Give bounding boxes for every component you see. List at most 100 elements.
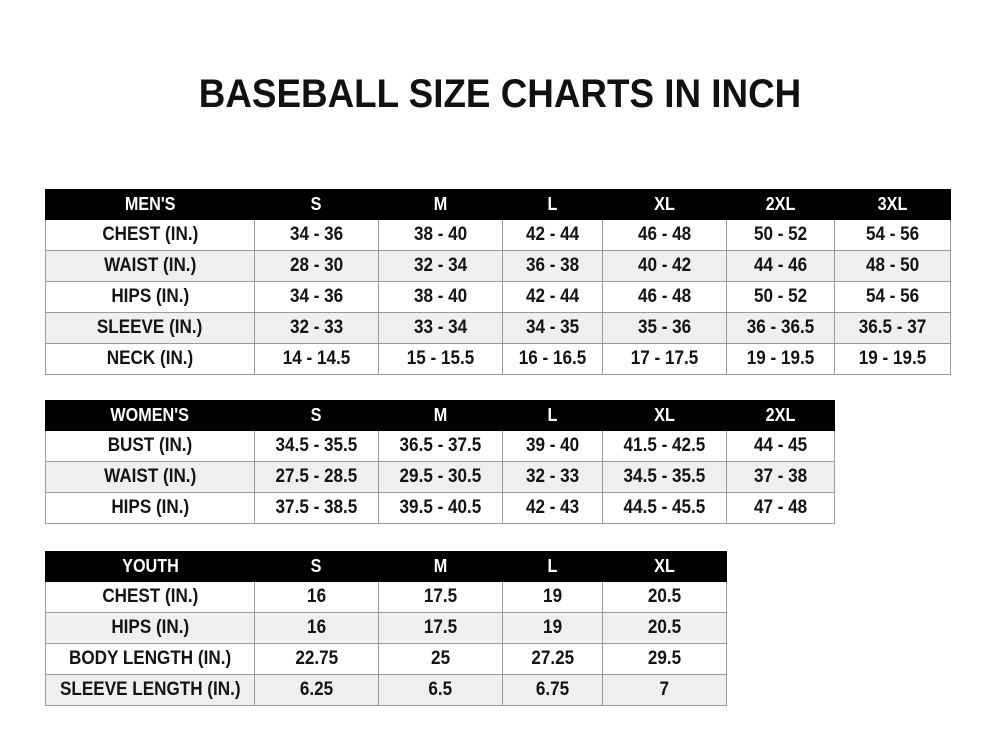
cell-text: 44 - 46 bbox=[753, 255, 808, 276]
size-value: 19 bbox=[502, 581, 603, 613]
header-text: M bbox=[433, 405, 448, 425]
cell-text: 17.5 bbox=[423, 586, 458, 607]
cell-text: 40 - 42 bbox=[637, 255, 692, 276]
size-column-header: XL bbox=[602, 551, 727, 582]
size-value: 50 - 52 bbox=[726, 219, 835, 251]
cell-text: 39 - 40 bbox=[525, 435, 580, 456]
size-value: 37 - 38 bbox=[726, 461, 835, 493]
cell-text: 36 - 38 bbox=[525, 255, 580, 276]
table-header-row: MEN'S S M L XL 2XL 3XL bbox=[45, 189, 951, 220]
size-value: 19 bbox=[502, 612, 603, 644]
cell-text: 36 - 36.5 bbox=[746, 317, 815, 338]
cell-text: 19 - 19.5 bbox=[746, 348, 815, 369]
cell-text: 50 - 52 bbox=[753, 286, 808, 307]
table-header-row: YOUTH S M L XL bbox=[45, 551, 727, 582]
header-text: 2XL bbox=[765, 405, 796, 425]
size-value: 39.5 - 40.5 bbox=[378, 492, 503, 524]
size-value: 34.5 - 35.5 bbox=[602, 461, 727, 493]
cell-text: 36.5 - 37.5 bbox=[399, 435, 482, 456]
size-value: 17 - 17.5 bbox=[602, 343, 727, 375]
size-value: 46 - 48 bbox=[602, 281, 727, 313]
header-text: XL bbox=[654, 405, 675, 425]
cell-text: 34 - 35 bbox=[525, 317, 580, 338]
table-row: WAIST (IN.) 28 - 30 32 - 34 36 - 38 40 - 42 4… bbox=[45, 250, 951, 282]
cell-text: SLEEVE LENGTH (IN.) bbox=[59, 679, 241, 700]
header-text: XL bbox=[654, 194, 675, 214]
size-value: 16 bbox=[254, 581, 379, 613]
size-value: 46 - 48 bbox=[602, 219, 727, 251]
size-column-header: S bbox=[254, 400, 379, 431]
table-row: HIPS (IN.) 16 17.5 19 20.5 bbox=[45, 612, 727, 644]
cell-text: 42 - 44 bbox=[525, 286, 580, 307]
cell-text: 28 - 30 bbox=[289, 255, 344, 276]
size-value: 33 - 34 bbox=[378, 312, 503, 344]
size-value: 44.5 - 45.5 bbox=[602, 492, 727, 524]
size-value: 36 - 36.5 bbox=[726, 312, 835, 344]
cell-text: 27.5 - 28.5 bbox=[275, 466, 358, 487]
cell-text: BODY LENGTH (IN.) bbox=[68, 648, 232, 669]
page-title: BASEBALL SIZE CHARTS IN INCH bbox=[198, 72, 802, 116]
cell-text: 38 - 40 bbox=[413, 224, 468, 245]
size-value: 20.5 bbox=[602, 612, 727, 644]
size-value: 14 - 14.5 bbox=[254, 343, 379, 375]
size-value: 20.5 bbox=[602, 581, 727, 613]
cell-text: 32 - 33 bbox=[525, 466, 580, 487]
cell-text: 38 - 40 bbox=[413, 286, 468, 307]
size-value: 34.5 - 35.5 bbox=[254, 430, 379, 462]
size-column-header: 2XL bbox=[726, 400, 835, 431]
size-value: 22.75 bbox=[254, 643, 379, 675]
size-value: 41.5 - 42.5 bbox=[602, 430, 727, 462]
header-text: L bbox=[547, 556, 558, 576]
size-value: 6.25 bbox=[254, 674, 379, 706]
size-value: 32 - 33 bbox=[502, 461, 603, 493]
cell-text: 20.5 bbox=[647, 617, 682, 638]
header-text: S bbox=[311, 405, 322, 425]
table-row: CHEST (IN.) 34 - 36 38 - 40 42 - 44 46 - 48 5… bbox=[45, 219, 951, 251]
size-value: 44 - 45 bbox=[726, 430, 835, 462]
size-value: 15 - 15.5 bbox=[378, 343, 503, 375]
cell-text: 19 bbox=[542, 617, 563, 638]
header-text: XL bbox=[654, 556, 675, 576]
measurement-label: SLEEVE LENGTH (IN.) bbox=[45, 674, 255, 706]
header-text: L bbox=[547, 405, 558, 425]
measurement-label: SLEEVE (IN.) bbox=[45, 312, 255, 344]
cell-text: 42 - 43 bbox=[525, 497, 580, 518]
cell-text: 32 - 34 bbox=[413, 255, 468, 276]
size-value: 42 - 44 bbox=[502, 219, 603, 251]
table-row: HIPS (IN.) 34 - 36 38 - 40 42 - 44 46 - 48 50… bbox=[45, 281, 951, 313]
cell-text: 44.5 - 45.5 bbox=[623, 497, 706, 518]
cell-text: 16 bbox=[306, 586, 327, 607]
size-column-header: S bbox=[254, 551, 379, 582]
cell-text: 6.25 bbox=[299, 679, 334, 700]
table-row: BODY LENGTH (IN.) 22.75 25 27.25 29.5 bbox=[45, 643, 727, 675]
header-text: L bbox=[547, 194, 558, 214]
size-value: 38 - 40 bbox=[378, 219, 503, 251]
cell-text: 46 - 48 bbox=[637, 224, 692, 245]
size-value: 6.75 bbox=[502, 674, 603, 706]
header-text: YOUTH bbox=[121, 556, 179, 576]
header-text: M bbox=[433, 194, 448, 214]
cell-text: 34.5 - 35.5 bbox=[275, 435, 358, 456]
cell-text: WAIST (IN.) bbox=[103, 466, 197, 487]
cell-text: 44 - 45 bbox=[753, 435, 808, 456]
table-row: NECK (IN.) 14 - 14.5 15 - 15.5 16 - 16.5 17 … bbox=[45, 343, 951, 375]
cell-text: 17 - 17.5 bbox=[630, 348, 699, 369]
cell-text: 46 - 48 bbox=[637, 286, 692, 307]
cell-text: 22.75 bbox=[295, 648, 338, 669]
header-text: 3XL bbox=[877, 194, 908, 214]
size-column-header: L bbox=[502, 189, 603, 220]
cell-text: 37 - 38 bbox=[753, 466, 808, 487]
cell-text: 33 - 34 bbox=[413, 317, 468, 338]
size-column-header: XL bbox=[602, 400, 727, 431]
size-column-header: 2XL bbox=[726, 189, 835, 220]
header-text: S bbox=[311, 194, 322, 214]
measurement-label: NECK (IN.) bbox=[45, 343, 255, 375]
cell-text: WAIST (IN.) bbox=[103, 255, 197, 276]
cell-text: 36.5 - 37 bbox=[858, 317, 927, 338]
size-value: 29.5 bbox=[602, 643, 727, 675]
cell-text: 27.25 bbox=[531, 648, 574, 669]
size-value: 40 - 42 bbox=[602, 250, 727, 282]
cell-text: 42 - 44 bbox=[525, 224, 580, 245]
size-value: 29.5 - 30.5 bbox=[378, 461, 503, 493]
size-column-header: M bbox=[378, 189, 503, 220]
